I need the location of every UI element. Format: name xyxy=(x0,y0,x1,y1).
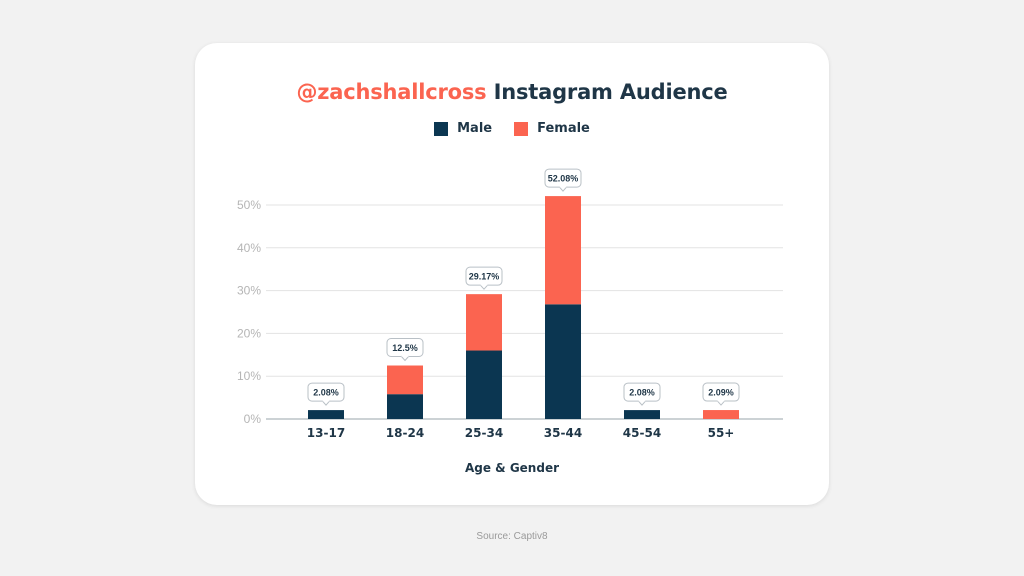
y-tick-label: 40% xyxy=(237,241,261,255)
bar-male xyxy=(387,394,423,419)
x-tick-label: 25-34 xyxy=(465,426,503,440)
data-label: 2.08% xyxy=(629,388,655,398)
bar-male xyxy=(624,410,660,419)
bar-female xyxy=(387,365,423,395)
source-note: Source: Captiv8 xyxy=(476,531,548,542)
x-tick-label: 35-44 xyxy=(544,426,582,440)
data-label-pointer xyxy=(400,355,410,362)
legend-swatch-male xyxy=(434,121,449,136)
chart-legend: Male Female xyxy=(0,121,1024,136)
legend-swatch-female xyxy=(514,121,529,136)
y-tick-label: 0% xyxy=(244,412,262,426)
chart-card xyxy=(195,43,829,505)
y-tick-label: 10% xyxy=(237,369,261,383)
bar-female xyxy=(703,410,739,419)
data-label: 52.08% xyxy=(548,174,579,184)
data-label-pointer xyxy=(321,400,331,406)
x-axis-title: Age & Gender xyxy=(464,461,559,475)
data-label: 29.17% xyxy=(469,272,500,282)
chart-title-rest: Instagram Audience xyxy=(493,80,728,104)
x-tick-label: 55+ xyxy=(708,426,735,440)
y-tick-label: 20% xyxy=(237,326,261,340)
data-label: 2.08% xyxy=(313,388,339,398)
bar-male xyxy=(545,304,581,419)
chart-title-handle: @zachshallcross xyxy=(296,80,487,104)
legend-label-female: Female xyxy=(537,121,590,136)
x-tick-label: 45-54 xyxy=(623,426,661,440)
bar-female xyxy=(545,196,581,305)
data-label-pointer xyxy=(637,400,647,406)
x-tick-label: 13-17 xyxy=(307,426,345,440)
y-tick-label: 50% xyxy=(237,198,261,212)
y-tick-label: 30% xyxy=(237,284,261,298)
data-label-pointer xyxy=(716,400,726,406)
data-label-pointer xyxy=(558,186,568,192)
x-tick-label: 18-24 xyxy=(386,426,424,440)
legend-item-female: Female xyxy=(514,121,590,136)
legend-item-male: Male xyxy=(434,121,492,136)
bar-male xyxy=(466,350,502,419)
data-label-pointer xyxy=(479,284,489,290)
legend-label-male: Male xyxy=(457,121,493,136)
bar-female xyxy=(466,294,502,351)
data-label: 12.5% xyxy=(392,343,418,353)
data-label: 2.09% xyxy=(708,388,734,398)
chart-title: @zachshallcross Instagram Audience xyxy=(0,80,1024,104)
bar-male xyxy=(308,410,344,419)
